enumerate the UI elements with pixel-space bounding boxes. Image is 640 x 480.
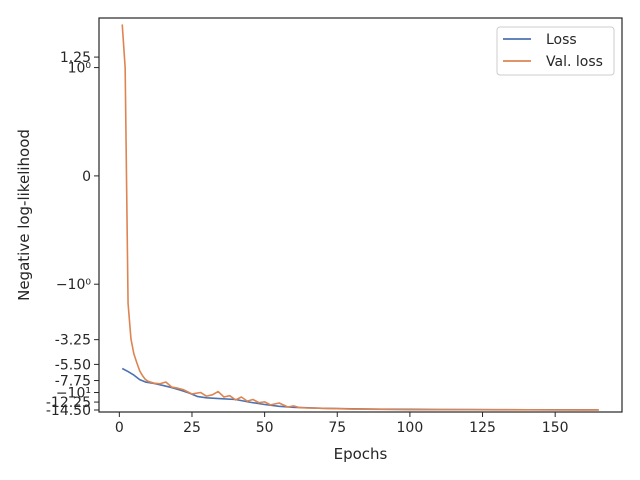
y-tick-label: 0 [82,169,91,185]
x-tick-label: 0 [115,420,124,436]
y-tick-label: −10¹ [56,386,91,402]
x-tick-label: 150 [542,420,569,436]
y-tick-label: −10⁰ [56,277,92,293]
x-tick-label: 100 [397,420,424,436]
legend: Loss Val. loss [496,26,615,76]
legend-label-1: Val. loss [546,54,603,70]
legend-label-0: Loss [546,32,577,48]
y-tick-label: -7.75 [55,374,91,390]
y-tick-label: -12.25 [46,395,91,411]
x-axis-label: Epochs [334,445,388,463]
x-axis: 0 25 50 75 100 125 150 [115,412,569,436]
y-tick-label: 1.25 [60,50,91,66]
x-tick-label: 50 [256,420,274,436]
y-axis-label: Negative log-likelihood [15,129,33,301]
plot-frame [98,17,623,413]
series-line-0 [121,367,599,411]
plot-area [98,17,623,413]
y-tick-label: -3.25 [55,333,91,349]
x-tick-label: 75 [328,420,346,436]
y-tick-label: -14.50 [46,403,91,419]
series-line-1 [121,24,599,411]
x-tick-label: 125 [469,420,496,436]
y-tick-label: 10⁰ [68,61,92,77]
x-tick-label: 25 [183,420,201,436]
y-tick-label: -5.50 [55,357,91,373]
